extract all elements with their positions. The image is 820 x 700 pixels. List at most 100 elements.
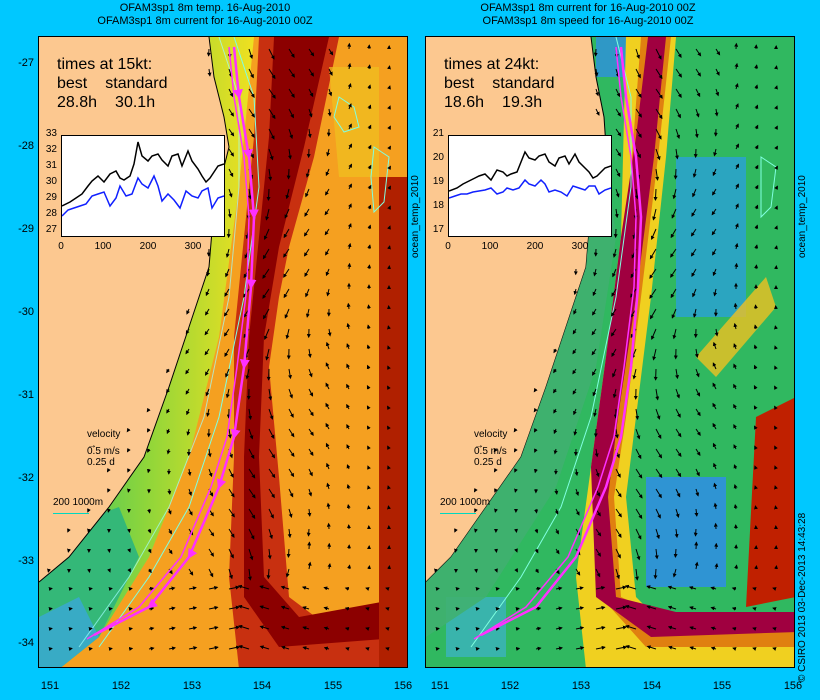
- velocity-arrow: [323, 606, 330, 611]
- velocity-arrow: [595, 625, 606, 630]
- velocity-arrow: [514, 468, 518, 473]
- velocity-arrow: [754, 244, 759, 250]
- velocity-arrow: [712, 442, 717, 450]
- velocity-arrow: [307, 348, 312, 358]
- velocity-arrow: [308, 468, 313, 477]
- velocity-arrow: [288, 48, 295, 58]
- velocity-arrow: [387, 385, 391, 390]
- velocity-arrow: [435, 647, 440, 651]
- velocity-arrow: [387, 425, 391, 430]
- velocity-arrow: [87, 568, 91, 573]
- velocity-arrow: [288, 488, 294, 498]
- velocity-arrow: [259, 585, 270, 590]
- velocity-arrow: [387, 205, 391, 210]
- velocity-arrow: [387, 325, 391, 330]
- velocity-arrow: [302, 626, 310, 630]
- velocity-arrow: [266, 568, 271, 580]
- velocity-arrow: [47, 568, 51, 573]
- y-tick-label: -30: [18, 306, 34, 318]
- velocity-arrow: [324, 228, 330, 236]
- velocity-arrow: [711, 208, 717, 216]
- velocity-arrow: [348, 163, 352, 170]
- y-tick-label: -32: [18, 472, 34, 484]
- velocity-arrow: [675, 128, 681, 140]
- standard-time-value: 30.1h: [115, 94, 156, 111]
- velocity-arrow: [612, 388, 617, 399]
- velocity-arrow: [128, 646, 134, 651]
- velocity-arrow: [655, 128, 662, 140]
- velocity-arrow: [710, 606, 717, 611]
- velocity-arrow: [367, 485, 371, 490]
- velocity-arrow: [534, 528, 539, 534]
- velocity-arrow: [188, 626, 198, 631]
- velocity-arrow: [774, 225, 778, 230]
- velocity-arrow: [494, 488, 498, 493]
- velocity-legend-speed: 0.5 m/s: [87, 446, 120, 457]
- velocity-arrow: [454, 548, 458, 553]
- velocity-arrow: [108, 607, 113, 611]
- x-tick-label: 156: [393, 680, 413, 692]
- velocity-arrow: [672, 328, 677, 340]
- velocity-arrow: [515, 627, 520, 631]
- velocity-arrow: [346, 504, 351, 510]
- velocity-arrow: [305, 168, 310, 178]
- velocity-arrow: [534, 428, 538, 433]
- velocity-arrow: [574, 468, 579, 477]
- velocity-arrow: [575, 508, 580, 516]
- velocity-arrow: [288, 88, 295, 98]
- velocity-arrow: [288, 448, 295, 458]
- velocity-arrow: [575, 626, 585, 631]
- velocity-arrow: [635, 128, 642, 138]
- velocity-arrow: [655, 148, 661, 161]
- velocity-arrow: [615, 585, 627, 590]
- velocity-arrow: [387, 65, 391, 70]
- velocity-arrow: [694, 561, 699, 570]
- velocity-arrow: [68, 627, 73, 631]
- velocity-arrow: [754, 264, 759, 270]
- velocity-arrow: [733, 424, 737, 430]
- velocity-arrow: [493, 447, 498, 453]
- velocity-arrow: [365, 587, 370, 591]
- inset-blue-series: [448, 178, 612, 199]
- velocity-arrow: [127, 448, 131, 453]
- velocity-arrow: [367, 164, 372, 170]
- x-tick-label: 153: [571, 680, 591, 692]
- velocity-arrow: [610, 308, 617, 317]
- velocity-arrow: [572, 368, 577, 375]
- velocity-arrow: [288, 428, 295, 438]
- velocity-arrow: [283, 228, 290, 239]
- velocity-arrow: [495, 627, 500, 631]
- velocity-arrow: [774, 405, 778, 410]
- velocity-arrow: [712, 188, 717, 196]
- velocity-arrow: [128, 627, 133, 631]
- inset-y-tick: 32: [45, 144, 57, 155]
- velocity-arrow: [774, 385, 778, 390]
- velocity-arrow: [691, 268, 697, 277]
- velocity-arrow: [555, 626, 563, 631]
- best-label: best: [444, 75, 475, 92]
- velocity-arrow: [595, 108, 600, 116]
- velocity-arrow: [655, 108, 663, 120]
- velocity-arrow: [710, 646, 717, 651]
- velocity-arrow: [308, 408, 314, 417]
- velocity-arrow: [308, 108, 313, 118]
- velocity-arrow: [301, 586, 310, 590]
- velocity-arrow: [268, 48, 275, 60]
- velocity-arrow: [285, 568, 290, 578]
- velocity-arrow: [615, 605, 627, 610]
- velocity-arrow: [754, 84, 759, 90]
- velocity-arrow: [268, 108, 276, 120]
- velocity-arrow: [670, 228, 677, 239]
- velocity-arrow: [347, 223, 352, 230]
- velocity-arrow: [387, 505, 391, 510]
- velocity-arrow: [754, 485, 758, 490]
- velocity-arrow: [533, 387, 538, 393]
- x-tick-label: 151: [40, 680, 60, 692]
- velocity-arrow: [671, 208, 677, 219]
- velocity-arrow: [553, 448, 558, 455]
- standard-route-line: [473, 46, 637, 640]
- velocity-arrow: [754, 104, 759, 110]
- velocity-arrow: [572, 328, 577, 335]
- best-route-line: [93, 46, 259, 637]
- velocity-arrow: [715, 68, 720, 76]
